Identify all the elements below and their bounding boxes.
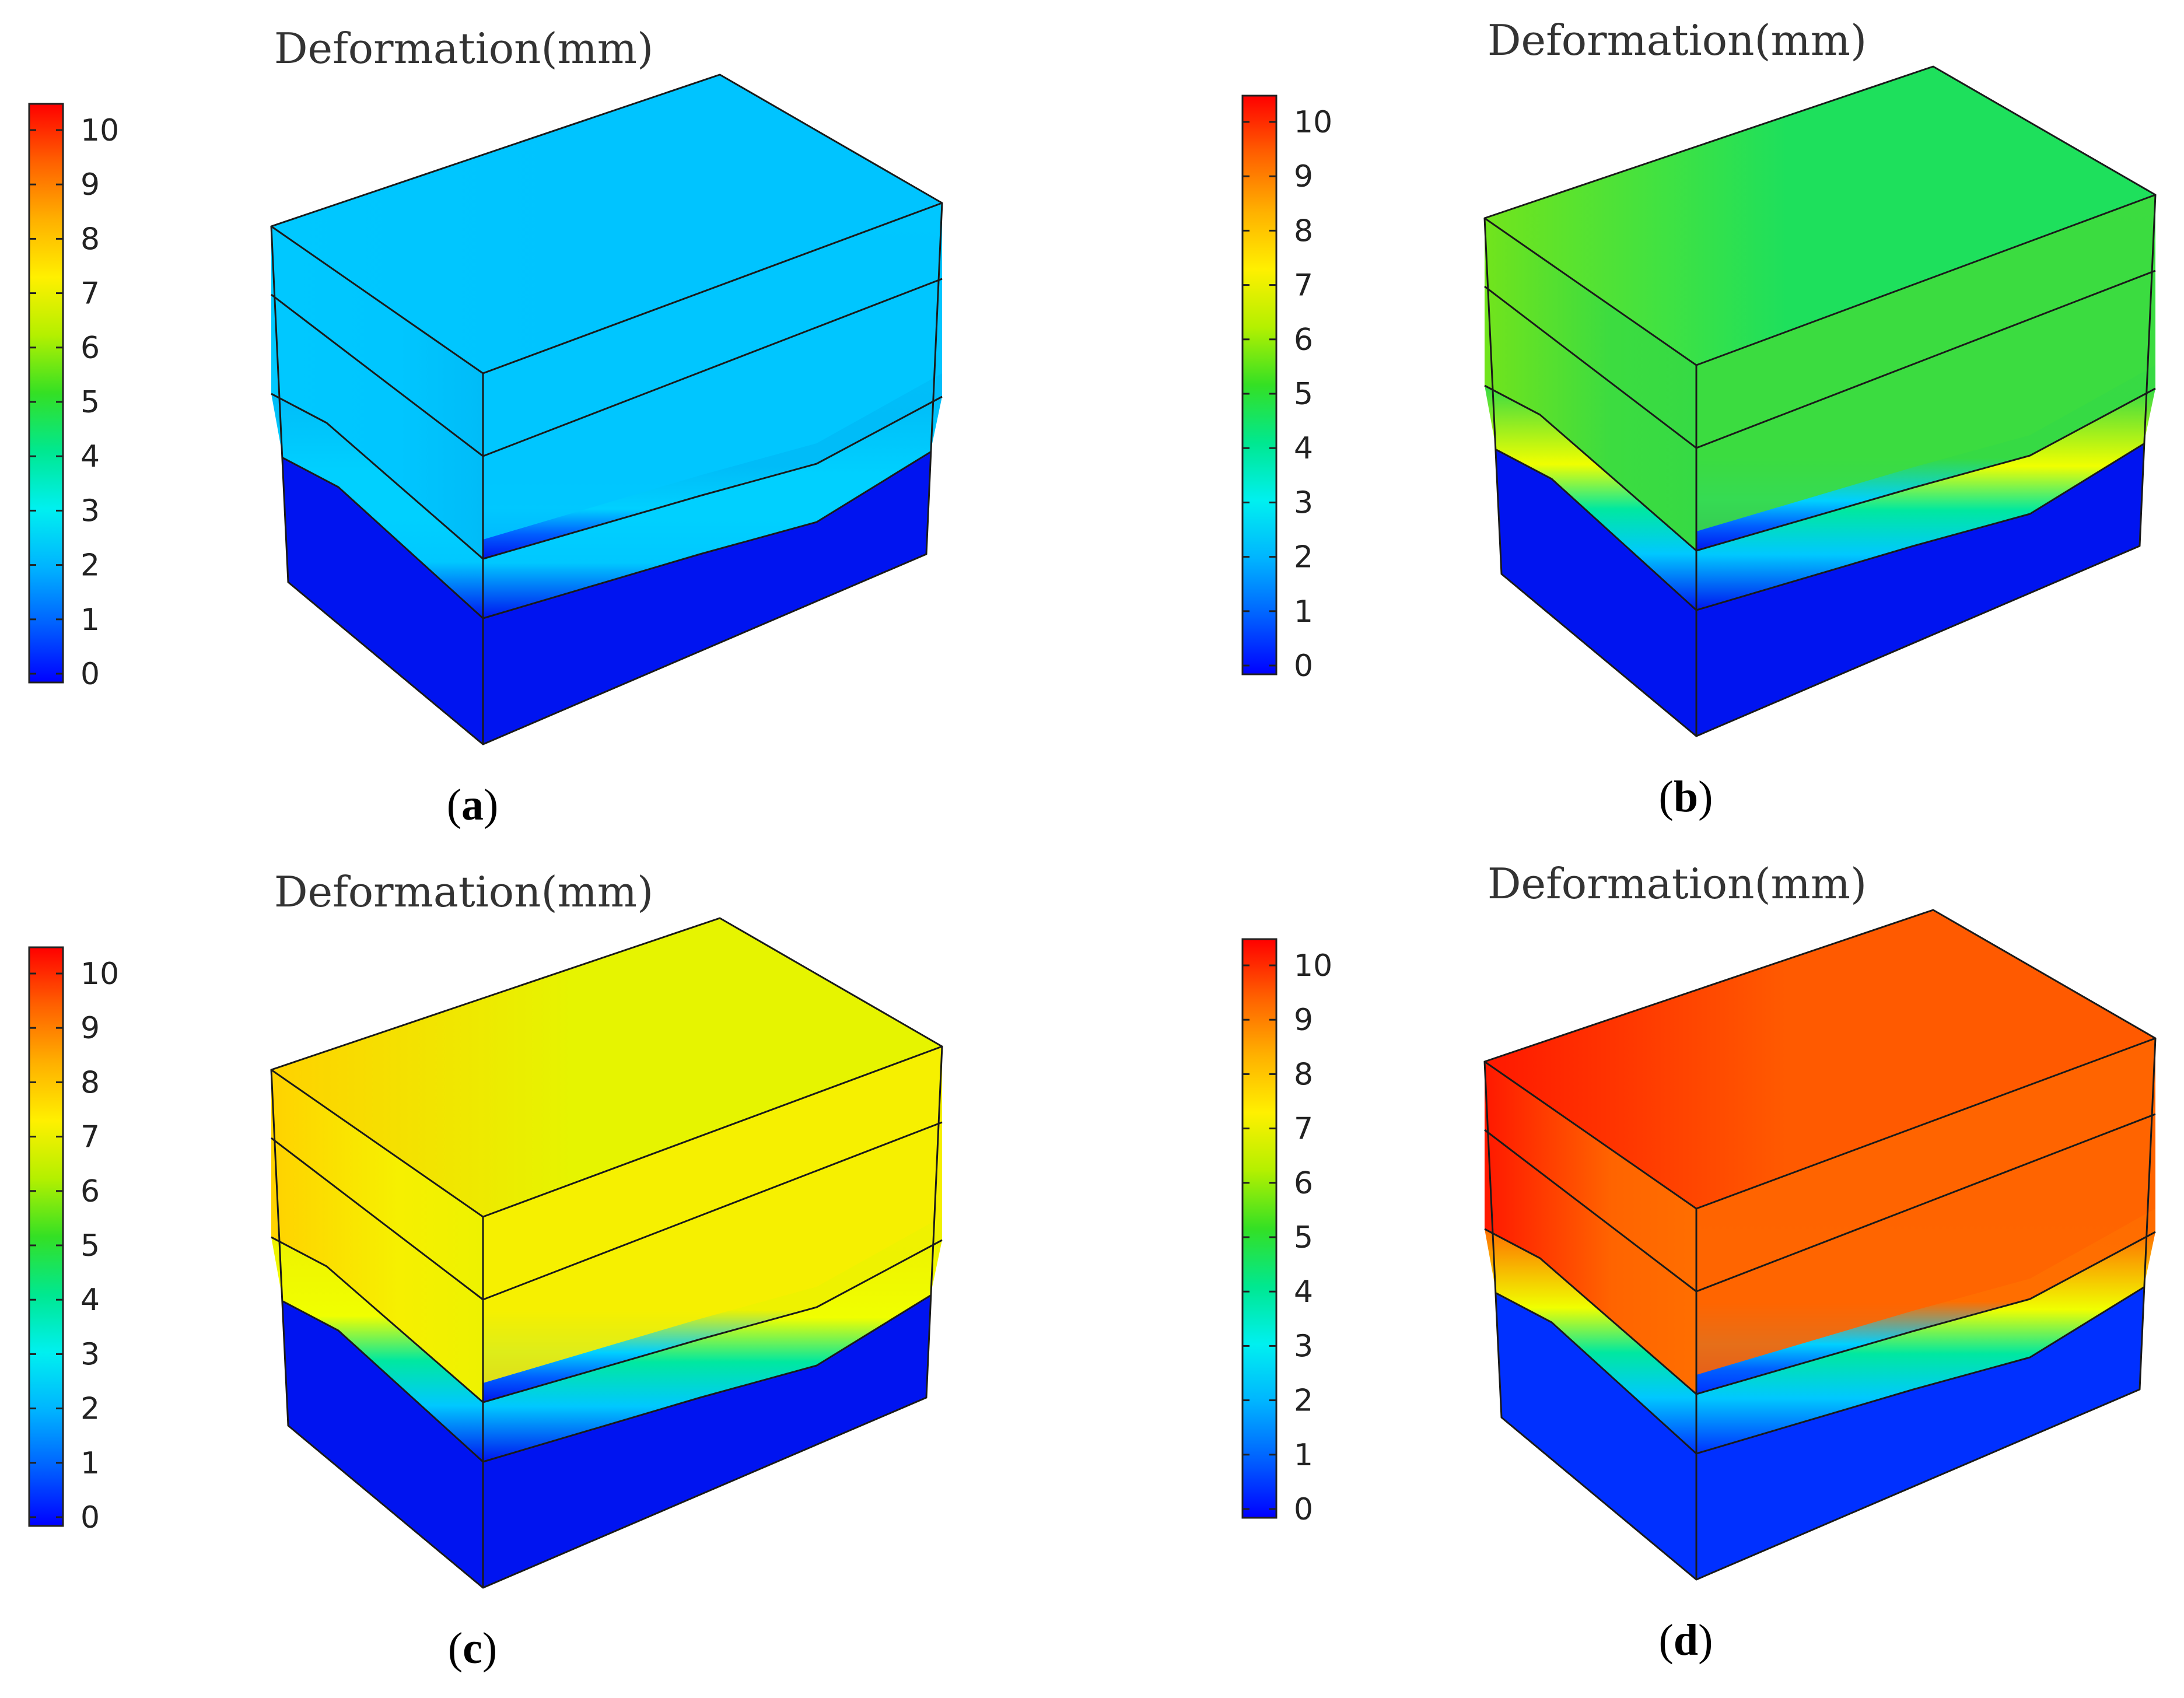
panel-b: Deformation(mm) 0 1 2 3 4 5 6 7 8 9 10 (b) <box>1213 0 2184 841</box>
panel-caption: (d) <box>1659 1616 1713 1665</box>
colorbar-tick-label: 8 <box>1294 213 1313 248</box>
colorbar-tick-label: 1 <box>1294 1438 1313 1473</box>
colorbar <box>1241 94 1278 675</box>
colorbar-tick-label: 8 <box>80 1065 100 1100</box>
colorbar-tick-label: 3 <box>1294 1329 1313 1364</box>
colorbar-tick-label: 5 <box>1294 1220 1313 1255</box>
colorbar-tick-label: 10 <box>1294 948 1332 983</box>
block-top-face <box>271 75 942 373</box>
block-top-face <box>1485 66 2155 365</box>
colorbar-tick-label: 10 <box>80 113 119 148</box>
colorbar-tick-label: 8 <box>1294 1057 1313 1092</box>
deformation-block <box>1483 65 2157 737</box>
colorbar-tick-label: 4 <box>80 1283 100 1318</box>
panel-b-svg: Deformation(mm) 0 1 2 3 4 5 6 7 8 9 10 (b) <box>1241 16 2157 821</box>
colorbar-tick-label: 7 <box>1294 1112 1313 1147</box>
colorbar-tick-label: 6 <box>1294 323 1313 358</box>
colorbar-tick-label: 10 <box>1294 105 1332 140</box>
panel-caption: (b) <box>1659 772 1713 821</box>
colorbar <box>28 946 64 1527</box>
panel-caption: (c) <box>448 1624 497 1673</box>
colorbar-title: Deformation(mm) <box>274 24 653 73</box>
colorbar-tick-label: 6 <box>80 331 100 366</box>
block-top-face <box>1485 910 2155 1209</box>
deformation-block <box>270 917 943 1589</box>
colorbar-tick-label: 0 <box>1294 649 1313 684</box>
panel-caption: (a) <box>447 780 499 829</box>
colorbar-tick-label: 9 <box>80 1011 100 1046</box>
colorbar-tick-label: 8 <box>80 222 100 257</box>
panel-a: Deformation(mm) 0 1 2 3 4 5 6 7 8 9 10 (a) <box>0 0 1092 849</box>
colorbar-tick-label: 5 <box>80 1228 100 1263</box>
colorbar-tick-label: 3 <box>80 493 100 528</box>
colorbar-tick-label: 5 <box>1294 377 1313 412</box>
colorbar-tick-label: 7 <box>80 1120 100 1155</box>
deformation-block <box>1483 909 2157 1581</box>
colorbar-tick-label: 6 <box>80 1174 100 1209</box>
colorbar-tick-label: 2 <box>1294 540 1313 575</box>
colorbar-tick-label: 2 <box>80 1392 100 1427</box>
colorbar-tick-label: 7 <box>80 276 100 311</box>
colorbar-tick-label: 2 <box>80 548 100 583</box>
colorbar <box>28 103 64 684</box>
panel-c: Deformation(mm) 0 1 2 3 4 5 6 7 8 9 10 (c) <box>0 843 1092 1692</box>
colorbar-tick-label: 7 <box>1294 268 1313 303</box>
colorbar-tick-label: 3 <box>80 1337 100 1372</box>
colorbar-tick-label: 1 <box>80 1446 100 1481</box>
colorbar-tick-label: 1 <box>1294 594 1313 629</box>
colorbar-tick-label: 6 <box>1294 1166 1313 1201</box>
colorbar-tick-label: 9 <box>1294 159 1313 194</box>
panel-d: Deformation(mm) 0 1 2 3 4 5 6 7 8 9 10 (d) <box>1213 835 2184 1684</box>
block-top-face <box>271 918 942 1217</box>
colorbar-tick-label: 9 <box>1294 1003 1313 1038</box>
colorbar-tick-label: 4 <box>80 439 100 474</box>
colorbar-title: Deformation(mm) <box>274 867 653 916</box>
colorbar-title: Deformation(mm) <box>1488 859 1867 908</box>
colorbar-title: Deformation(mm) <box>1488 16 1867 65</box>
colorbar-tick-label: 4 <box>1294 1275 1313 1310</box>
colorbar-tick-label: 0 <box>1294 1492 1313 1527</box>
colorbar-tick-label: 3 <box>1294 485 1313 520</box>
colorbar-tick-label: 5 <box>80 385 100 420</box>
colorbar-tick-label: 0 <box>80 1500 100 1535</box>
colorbar-tick-label: 2 <box>1294 1384 1313 1419</box>
colorbar-tick-label: 4 <box>1294 431 1313 466</box>
colorbar-tick-label: 0 <box>80 657 100 692</box>
deformation-block <box>270 73 943 745</box>
colorbar-tick-label: 1 <box>80 603 100 638</box>
panel-c-svg: Deformation(mm) 0 1 2 3 4 5 6 7 8 9 10 (c) <box>28 867 943 1673</box>
colorbar <box>1241 938 1278 1519</box>
colorbar-tick-label: 9 <box>80 167 100 202</box>
panel-d-svg: Deformation(mm) 0 1 2 3 4 5 6 7 8 9 10 (d) <box>1241 859 2157 1665</box>
panel-a-svg: Deformation(mm) 0 1 2 3 4 5 6 7 8 9 10 (a) <box>28 24 943 829</box>
colorbar-tick-label: 10 <box>80 957 119 992</box>
